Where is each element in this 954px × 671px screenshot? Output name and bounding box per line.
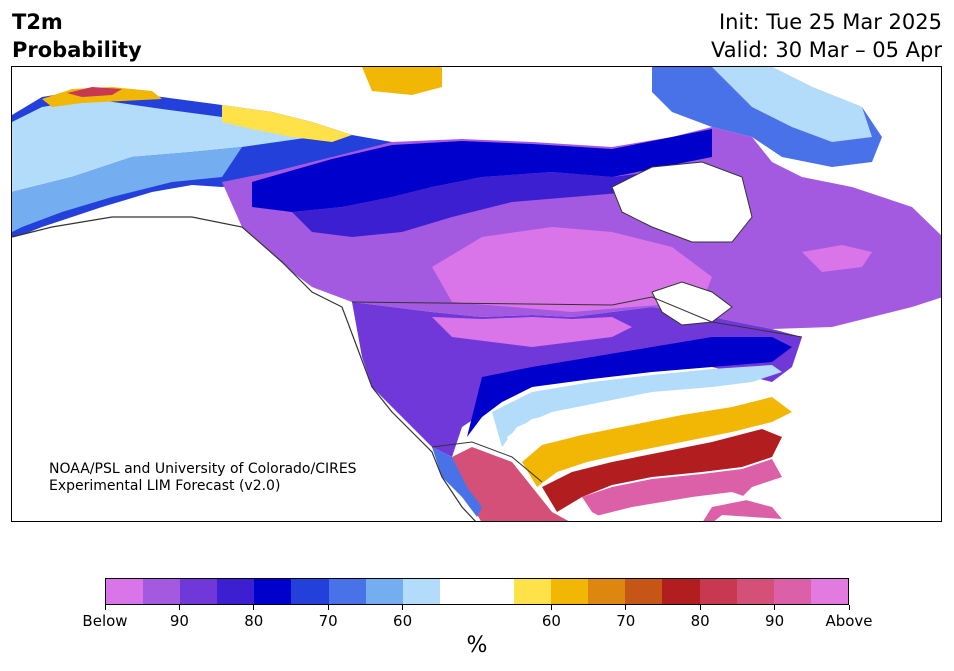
colorbar-cell <box>588 579 626 604</box>
forecast-dates: Init: Tue 25 Mar 2025 Valid: 30 Mar – 05… <box>711 8 942 64</box>
gulf-of-mexico <box>592 492 752 521</box>
colorbar-tick-label: Below <box>82 612 128 630</box>
colorbar-cell <box>736 579 774 604</box>
map-title: T2m Probability <box>12 8 142 64</box>
hudson-bay <box>611 161 753 243</box>
us-white-band <box>507 387 752 467</box>
us-mexico-border <box>431 441 543 483</box>
baffin-light <box>712 67 872 142</box>
mexico <box>452 447 569 521</box>
colorbar-cell <box>476 579 515 604</box>
map-canvas <box>12 67 941 521</box>
credit-text: NOAA/PSL and University of Colorado/CIRE… <box>49 461 357 495</box>
quebec-pink <box>802 245 872 272</box>
us-mid-blue <box>467 337 792 437</box>
arctic-islands-yellow <box>362 67 442 95</box>
colorbar-cell <box>291 579 329 604</box>
product-label: Probability <box>12 38 142 62</box>
colorbar-cell <box>217 579 255 604</box>
pacific-ocean <box>12 217 476 521</box>
colorbar-tickmark <box>253 605 255 610</box>
forecast-map <box>11 66 942 522</box>
colorbar-tick-label: 90 <box>169 612 189 630</box>
colorbar-tick-label: 80 <box>690 612 710 630</box>
yukon-yellow <box>222 105 352 142</box>
atlantic-ocean <box>782 307 941 521</box>
north-slope-red <box>67 87 122 97</box>
colorbar-tickmark <box>774 605 776 610</box>
colorbar-tickmark <box>699 605 701 610</box>
colorbar-cell <box>625 579 663 604</box>
credit-line-1: NOAA/PSL and University of Colorado/CIRE… <box>49 461 357 477</box>
colorbar-unit: % <box>466 633 488 658</box>
colorbar-cell <box>773 579 811 604</box>
colorbar-cell <box>514 579 552 604</box>
colorbar-cell <box>662 579 700 604</box>
colorbar-cell <box>551 579 589 604</box>
canada-us-border <box>351 296 803 338</box>
colorbar-cell <box>365 579 403 604</box>
variable-label: T2m <box>12 10 63 34</box>
great-lakes <box>651 281 733 326</box>
colorbar-tickmark <box>550 605 552 610</box>
baja-blue <box>432 447 482 517</box>
us-lightband <box>492 365 782 447</box>
colorbar-tickmark <box>327 605 329 610</box>
credit-line-2: Experimental LIM Forecast (v2.0) <box>49 478 281 494</box>
colorbar-cell <box>328 579 366 604</box>
valid-date: Valid: 30 Mar – 05 Apr <box>711 38 942 62</box>
colorbar-tick-label: Above <box>825 612 873 630</box>
colorbar-cell <box>439 579 477 604</box>
init-date: Init: Tue 25 Mar 2025 <box>718 10 942 34</box>
coastline <box>12 216 476 521</box>
colorbar-tick-label: 60 <box>541 612 561 630</box>
colorbar-cell <box>180 579 218 604</box>
colorbar-cell <box>402 579 440 604</box>
alaska-midblue <box>12 147 242 232</box>
colorbar-tickmark <box>625 605 627 610</box>
us-north-pink <box>432 317 632 347</box>
southeast-red <box>542 429 782 512</box>
colorbar-tick-label: 70 <box>318 612 338 630</box>
colorbar-tickmark <box>178 605 180 610</box>
colorbar-tick-label: 70 <box>616 612 636 630</box>
colorbar-tick-label: 80 <box>244 612 264 630</box>
colorbar-tickmark <box>402 605 404 610</box>
colorbar-tick-label: 90 <box>765 612 785 630</box>
colorbar-tickmark <box>848 605 850 610</box>
probability-colorbar <box>105 578 849 605</box>
colorbar-tickmark <box>104 605 106 610</box>
colorbar-cell <box>254 579 292 604</box>
northern-deep-band <box>292 172 652 237</box>
colorbar-cell <box>810 579 848 604</box>
northern-blue-band <box>252 129 712 212</box>
colorbar-cell <box>143 579 181 604</box>
colorbar-tick-label: 60 <box>393 612 413 630</box>
prairies-pink <box>432 227 712 312</box>
greenland <box>772 67 941 147</box>
colorbar-cell <box>106 579 144 604</box>
southeast-yellow <box>522 397 792 487</box>
colorbar-cell <box>699 579 737 604</box>
